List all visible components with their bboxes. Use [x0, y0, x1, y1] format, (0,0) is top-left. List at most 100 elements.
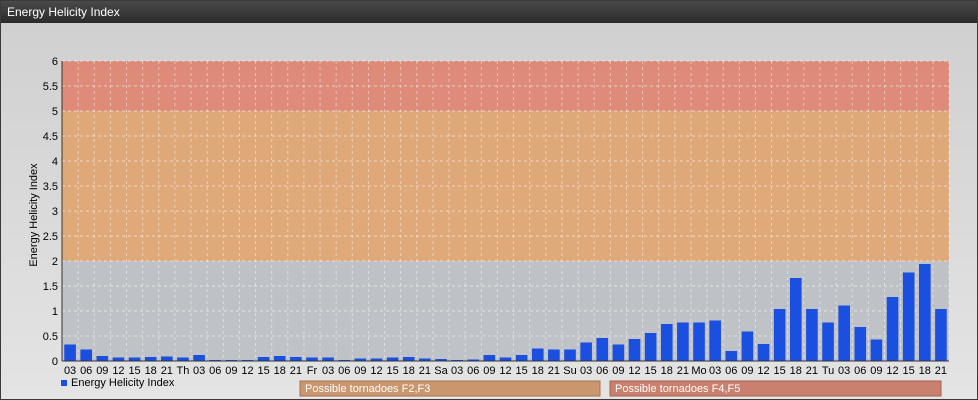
x-tick-label: 06 [725, 365, 737, 377]
bar-26 [483, 355, 496, 361]
x-tick-label: 03 [838, 365, 850, 377]
x-tick-label: 03 [451, 365, 463, 377]
x-tick-label: 15 [257, 365, 269, 377]
y-tick-labels: 0 0.5 1 1.5 2 2.5 3 3.5 4 4.5 5 5.5 6 [43, 56, 58, 368]
x-tick-label: 21 [161, 365, 173, 377]
y-tick-label: 6 [52, 56, 58, 68]
bar-40 [709, 320, 721, 361]
bar-8 [193, 355, 205, 361]
bar-30 [548, 349, 560, 361]
y-tick-label: 4 [52, 156, 58, 168]
bars-group [64, 264, 947, 361]
x-tick-label: 12 [112, 365, 124, 377]
x-tick-label: 12 [241, 365, 253, 377]
x-tick-label: 21 [290, 365, 302, 377]
x-tick-label: 03 [64, 365, 76, 377]
bar-18 [354, 358, 367, 361]
bar-45 [789, 278, 802, 361]
bar-4 [128, 357, 141, 361]
y-tick-label: 0.5 [43, 331, 58, 343]
x-tick-label: 15 [645, 365, 657, 377]
x-tick-label: 18 [274, 365, 286, 377]
bar-6 [161, 356, 173, 361]
bar-21 [402, 357, 415, 361]
bar-20 [386, 357, 399, 361]
x-tick-label: 09 [741, 365, 753, 377]
bar-25 [467, 359, 480, 361]
bar-28 [515, 355, 528, 361]
x-tick-label: 09 [612, 365, 624, 377]
x-tick-label: 21 [677, 365, 689, 377]
x-tick-label: 06 [854, 365, 866, 377]
legend-swatch [61, 380, 67, 386]
x-tick-label: 12 [499, 365, 511, 377]
x-tick-label: 06 [338, 365, 350, 377]
x-tick-label: Tu [822, 365, 834, 377]
bar-22 [419, 358, 431, 361]
x-tick-label: 06 [467, 365, 479, 377]
x-tick-label: 18 [145, 365, 157, 377]
annotation-f4-f5-label: Possible tornadoes F4,F5 [615, 383, 740, 395]
bar-16 [322, 357, 334, 361]
x-tick-label: 09 [96, 365, 108, 377]
bar-52 [902, 272, 915, 361]
y-tick-label: 0 [52, 356, 58, 368]
x-tick-label: Fr [307, 365, 318, 377]
bar-31 [564, 349, 576, 361]
x-tick-label: Mo [691, 365, 706, 377]
x-tick-label: 21 [935, 365, 947, 377]
bar-44 [773, 309, 786, 361]
x-tick-label: 18 [532, 365, 544, 377]
y-tick-label: 5 [52, 106, 58, 118]
annotation-f2-f3-bar [299, 380, 601, 397]
x-tick-label: 09 [483, 365, 495, 377]
bar-46 [806, 309, 818, 361]
y-axis-label: Energy Helicity Index [28, 163, 40, 267]
x-tick-label: 09 [354, 365, 366, 377]
x-tick-label: Th [177, 365, 190, 377]
annotation-f2-f3: Possible tornadoes F2,F3 [299, 380, 601, 397]
bar-38 [677, 322, 689, 361]
bar-1 [80, 349, 92, 361]
bar-34 [612, 344, 625, 361]
x-tick-label: 21 [419, 365, 431, 377]
x-tick-label: 15 [128, 365, 140, 377]
bar-7 [177, 357, 189, 361]
x-tick-label: 12 [628, 365, 640, 377]
y-tick-label: 2.5 [43, 231, 58, 243]
annotation-f4-f5-bar [609, 380, 942, 397]
chart-area: 0 0.5 1 1.5 2 2.5 3 3.5 4 4.5 5 5.5 6 03 06 09 12 15 18 21… [1, 23, 977, 399]
x-tick-label: 18 [919, 365, 931, 377]
bar-35 [628, 339, 641, 361]
bar-13 [273, 356, 286, 361]
legend-label: Energy Helicity Index [71, 377, 175, 389]
bar-53 [919, 264, 931, 361]
x-tick-label: 15 [774, 365, 786, 377]
bar-5 [144, 357, 157, 361]
bar-50 [870, 339, 883, 361]
y-tick-label: 2 [52, 256, 58, 268]
bar-12 [257, 357, 270, 361]
x-tick-label: 12 [370, 365, 382, 377]
x-tick-label: 15 [516, 365, 528, 377]
bar-0 [64, 344, 76, 361]
y-tick-label: 1.5 [43, 281, 58, 293]
x-tick-label: 09 [870, 365, 882, 377]
y-tick-label: 5.5 [43, 81, 58, 93]
ehi-chart: 0 0.5 1 1.5 2 2.5 3 3.5 4 4.5 5 5.5 6 03 06 09 12 15 18 21… [28, 56, 950, 397]
x-tick-label: 03 [193, 365, 205, 377]
legend[interactable]: Energy Helicity Index [61, 377, 175, 389]
bar-49 [854, 327, 867, 361]
window-title: Energy Helicity Index [1, 1, 977, 23]
x-tick-label: Su [563, 365, 576, 377]
bar-15 [306, 357, 318, 361]
x-tick-label: 03 [322, 365, 334, 377]
x-tick-labels: 03 06 09 12 15 18 21 Th 03 06 09 12 15 18 21 Fr 03 06 09 12… [64, 365, 947, 377]
y-tick-label: 3 [52, 206, 58, 218]
x-tick-label: 06 [209, 365, 221, 377]
bar-48 [838, 305, 850, 361]
bar-43 [757, 344, 770, 361]
bar-29 [531, 348, 544, 361]
bar-47 [822, 322, 834, 361]
bar-39 [693, 322, 705, 361]
